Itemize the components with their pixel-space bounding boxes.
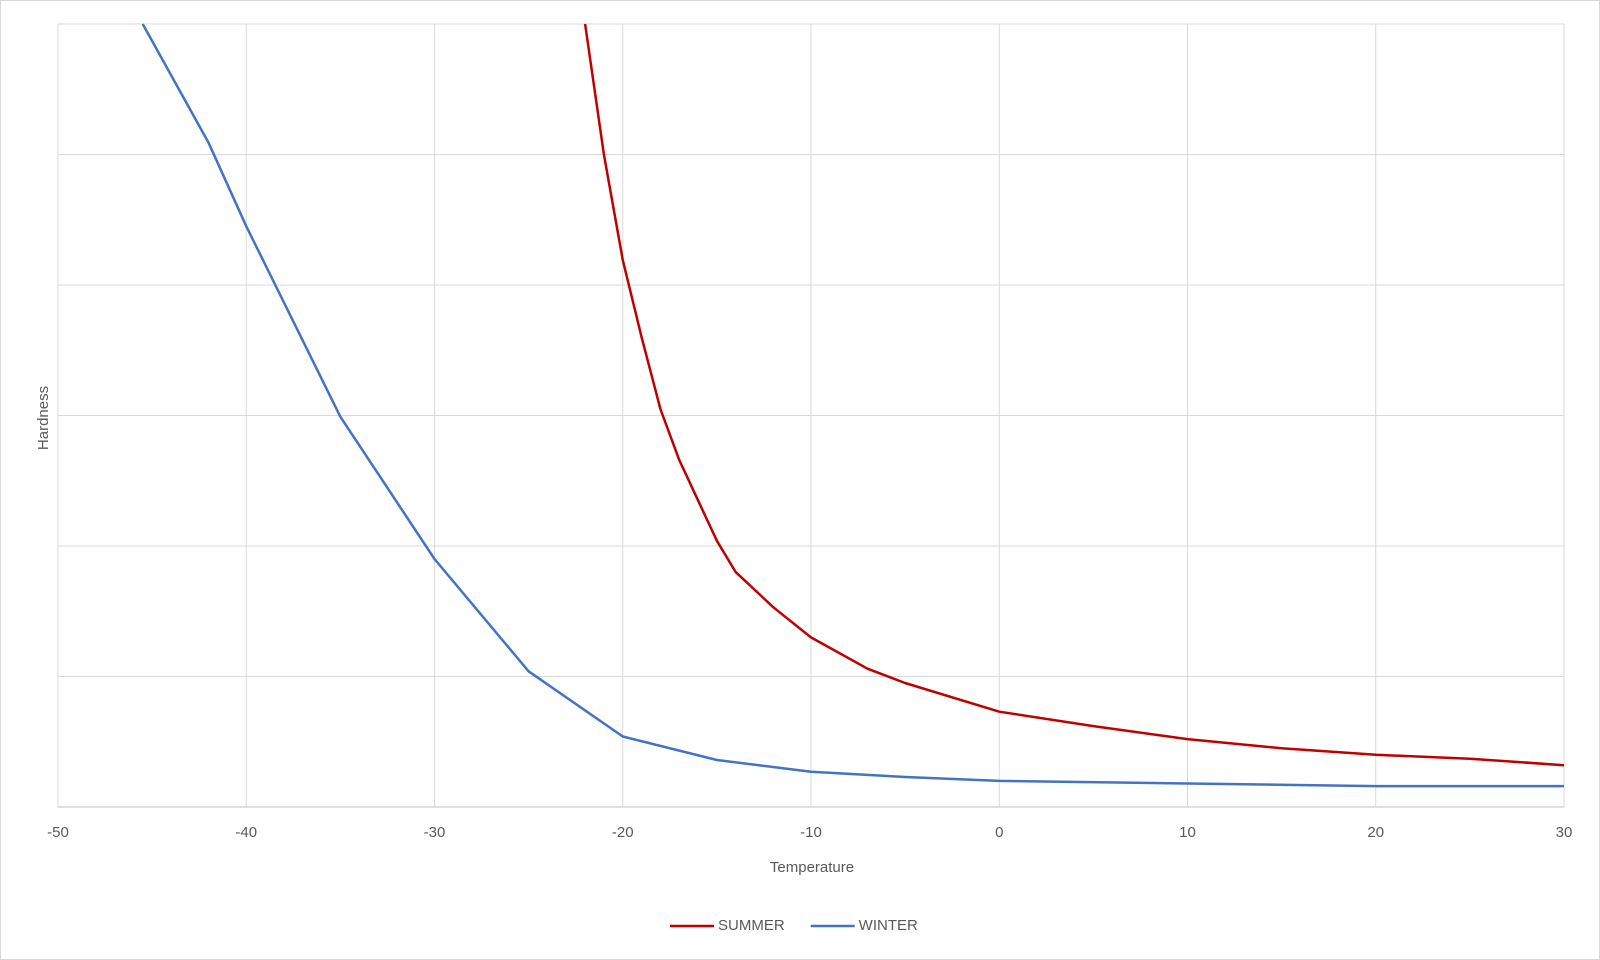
- x-tick-label: -20: [612, 824, 634, 841]
- x-axis-title: Temperature: [770, 859, 854, 876]
- legend-label: SUMMER: [718, 917, 785, 934]
- x-tick-label: -40: [235, 824, 257, 841]
- x-tick-label: 20: [1367, 824, 1384, 841]
- x-tick-label: -50: [47, 824, 69, 841]
- line-series: [583, 23, 1565, 767]
- x-tick-label: -10: [800, 824, 822, 841]
- y-axis-title: Hardness: [35, 386, 52, 450]
- line-series: [141, 23, 1564, 788]
- legend-label: WINTER: [859, 917, 918, 934]
- x-tick-label: -30: [424, 824, 446, 841]
- x-tick-label: 10: [1179, 824, 1196, 841]
- x-tick-label: 30: [1556, 824, 1573, 841]
- x-tick-label: 0: [995, 824, 1003, 841]
